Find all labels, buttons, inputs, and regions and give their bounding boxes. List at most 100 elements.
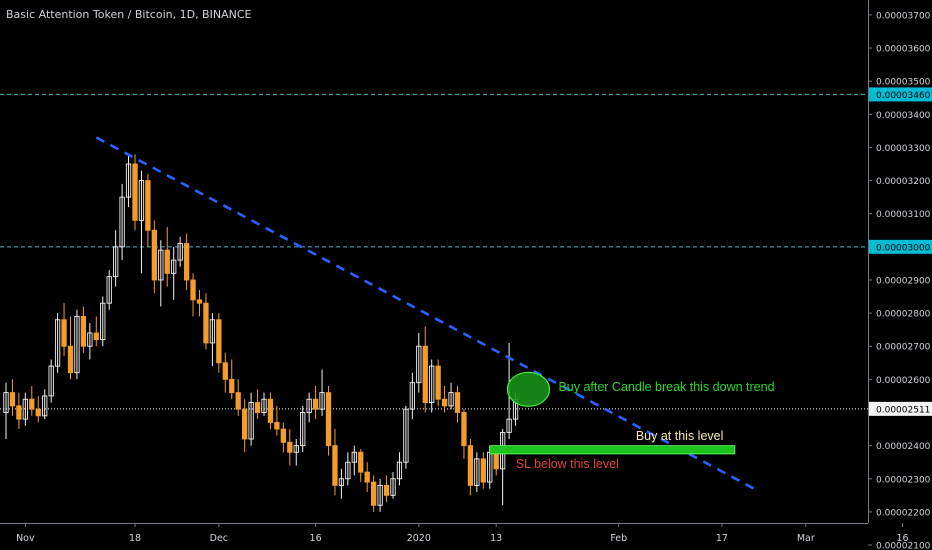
level-label-box — [869, 239, 932, 254]
candle-up — [138, 180, 145, 221]
candle-down — [493, 451, 499, 470]
candle-up — [351, 451, 357, 463]
price-tick-label: 0.00002300 — [876, 475, 931, 485]
candle-down — [132, 163, 138, 221]
candle-up — [248, 402, 254, 440]
buy-zone-rect — [489, 445, 736, 455]
candle-down — [35, 408, 41, 417]
candle-down — [145, 180, 151, 231]
candle-up — [74, 315, 80, 374]
candle-up — [390, 478, 396, 496]
candle-down — [454, 392, 461, 413]
candle-up — [429, 365, 435, 404]
candle-up — [403, 408, 409, 463]
candle-up — [293, 445, 299, 453]
candle-up — [409, 382, 415, 410]
price-tick-label: 0.00002700 — [876, 343, 931, 353]
candle-down — [287, 441, 293, 453]
time-tick-label: 16 — [310, 533, 322, 544]
candle-up — [338, 478, 345, 486]
level-label-text: 0.00003460 — [876, 91, 931, 101]
candle-down — [183, 243, 190, 281]
candle-down — [371, 481, 377, 506]
price-tick-label: 0.00002100 — [876, 542, 931, 550]
candles-group — [3, 154, 519, 512]
price-tick-label: 0.00003600 — [876, 45, 931, 55]
current-price-box — [869, 401, 932, 416]
candle-up — [209, 319, 216, 344]
time-tick-label: Feb — [610, 533, 627, 544]
candle-down — [16, 405, 22, 420]
candle-up — [171, 259, 177, 274]
time-tick-label: 17 — [716, 533, 728, 544]
candle-down — [190, 279, 196, 301]
break-annotation: Buy after Candle break this down trend — [558, 380, 775, 395]
candle-down — [241, 408, 248, 440]
candle-down — [480, 458, 486, 483]
buy-annotation: Buy at this level — [635, 428, 724, 443]
candle-down — [222, 362, 228, 380]
candle-up — [300, 412, 306, 447]
price-tick-label: 0.00003500 — [876, 78, 931, 88]
candle-down — [358, 451, 364, 473]
candle-up — [396, 461, 403, 480]
price-tick-label: 0.00003400 — [876, 111, 931, 121]
candle-up — [106, 276, 112, 304]
sl-annotation: SL below this level — [515, 456, 619, 471]
candle-down — [61, 319, 67, 347]
candle-down — [93, 332, 99, 341]
candle-down — [254, 402, 261, 413]
candle-up — [448, 392, 454, 407]
candle-up — [22, 398, 28, 420]
price-tick-label: 0.00002400 — [876, 442, 931, 452]
candle-down — [364, 471, 370, 483]
candle-up — [3, 392, 9, 413]
candle-down — [164, 249, 170, 274]
candle-up — [261, 398, 267, 413]
candle-up — [87, 332, 93, 347]
candle-up — [474, 458, 480, 486]
candle-down — [80, 315, 87, 347]
time-tick-label: 13 — [490, 533, 502, 544]
candle-up — [177, 243, 183, 261]
candle-up — [48, 365, 54, 397]
candle-down — [203, 302, 209, 344]
candle-down — [332, 445, 338, 486]
candle-down — [435, 365, 441, 400]
candle-down — [216, 319, 222, 364]
price-tick-label: 0.00003300 — [876, 144, 931, 154]
candle-down — [151, 229, 157, 281]
price-tick-label: 0.00002800 — [876, 310, 931, 320]
current-price-label: 0.00002511 — [876, 405, 930, 415]
candle-up — [506, 418, 512, 433]
candle-down — [422, 345, 428, 404]
candle-up — [42, 395, 48, 417]
candle-up — [306, 398, 312, 413]
level-label-box — [869, 87, 932, 102]
candle-up — [345, 461, 351, 480]
candle-down — [196, 299, 203, 304]
price-tick-label: 0.00003200 — [876, 177, 931, 187]
candle-down — [267, 398, 274, 423]
time-tick-label: 2020 — [407, 533, 431, 544]
candle-up — [119, 196, 125, 248]
candle-down — [274, 421, 280, 430]
break-marker-ellipse — [506, 371, 551, 407]
price-tick-label: 0.00003700 — [876, 11, 931, 21]
downtrend-line — [95, 136, 755, 490]
candle-down — [280, 428, 286, 443]
price-tick-label: 0.00002900 — [876, 276, 931, 286]
candle-up — [100, 302, 106, 341]
chart-title: Basic Attention Token / Bitcoin, 1D, BIN… — [6, 8, 252, 21]
candle-down — [235, 392, 241, 410]
candle-down — [325, 392, 332, 447]
candle-down — [441, 398, 448, 407]
candle-down — [467, 445, 474, 486]
candle-up — [54, 319, 61, 367]
time-tick-label: 16 — [897, 533, 909, 544]
candle-up — [416, 345, 422, 384]
candle-down — [229, 378, 235, 394]
price-tick-label: 0.00002200 — [876, 508, 931, 518]
